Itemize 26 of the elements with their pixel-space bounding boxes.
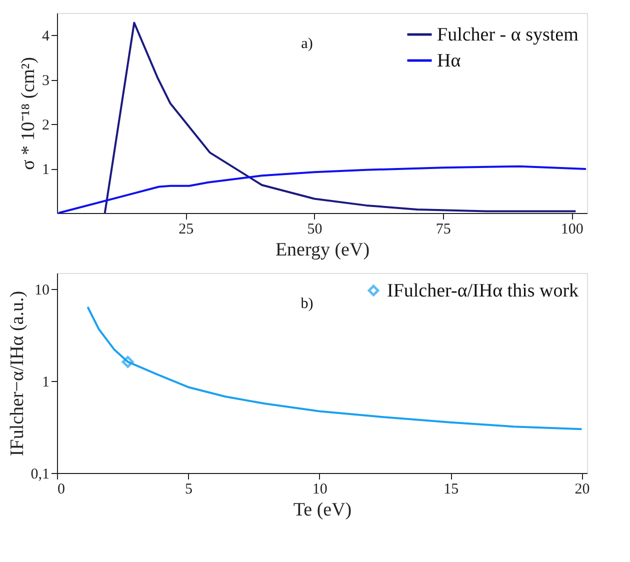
x-axis-title: Energy (eV) — [275, 240, 370, 260]
y-tick-label: 2 — [42, 118, 50, 134]
x-tick-label: 50 — [307, 222, 322, 238]
x-axis-title: Te (eV) — [293, 500, 352, 520]
annotation: a) — [301, 36, 313, 52]
line-series — [104, 22, 577, 214]
y-tick-label: 3 — [42, 73, 50, 90]
x-tick-label: 75 — [436, 222, 451, 238]
y-axis-title: σ * 10⁻¹⁸ (cm²) — [18, 57, 39, 170]
y-tick-label: 4 — [42, 28, 50, 45]
legend-label: IFulcher-α/IHα this work — [387, 280, 580, 302]
legend-label: Fulcher - α system — [437, 24, 579, 46]
annotation: b) — [300, 296, 314, 312]
x-tick-label: 10 — [312, 482, 328, 498]
x-tick-label: 25 — [178, 222, 194, 238]
y-tick-label: 1 — [42, 374, 50, 391]
y-axis-title: IFulcher−α/IHα (a.u.) — [6, 290, 28, 456]
legend-label: Hα — [437, 50, 461, 72]
x-tick-label: 5 — [184, 482, 192, 498]
x-tick-label: 0 — [58, 482, 65, 498]
x-tick-label: 20 — [574, 482, 590, 498]
x-tick-label: 15 — [444, 482, 459, 498]
y-tick-label: 10 — [34, 282, 50, 299]
y-tick-label: 0,1 — [30, 466, 50, 482]
x-tick-label: 100 — [560, 222, 584, 238]
y-tick-label: 1 — [42, 162, 50, 178]
